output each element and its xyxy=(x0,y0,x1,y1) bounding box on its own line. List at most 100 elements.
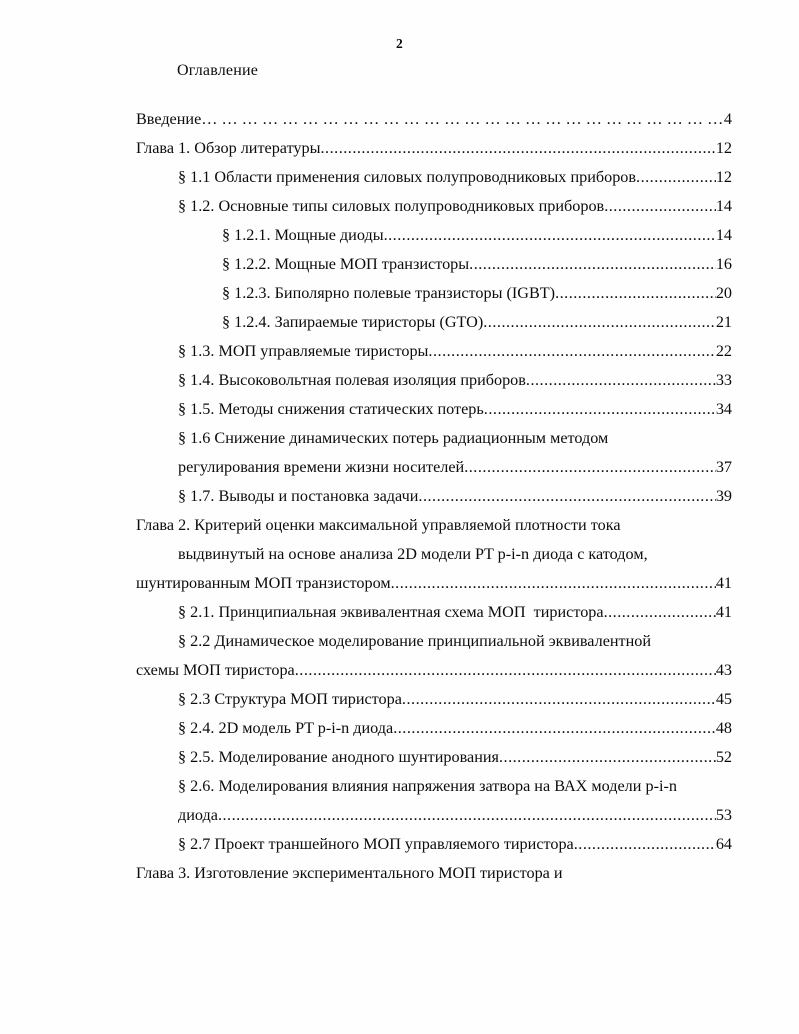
toc-entry-label: Глава 2. Критерий оценки максимальной уп… xyxy=(136,516,621,534)
toc-entry-label: § 1.4. Высоковольтная полевая изоляция п… xyxy=(178,371,526,389)
toc-dot-leader xyxy=(484,395,716,424)
toc-dot-leader xyxy=(499,743,716,772)
toc-entry-label: Введение xyxy=(136,110,202,128)
toc-page-number: 21 xyxy=(715,313,732,331)
toc-page-number: 14 xyxy=(715,197,732,215)
toc-page-number: 53 xyxy=(715,806,732,824)
toc-entry[interactable]: § 1.6 Снижение динамических потерь радиа… xyxy=(0,424,799,453)
toc-page-number: 14 xyxy=(715,226,732,244)
toc-entry-label: схемы МОП тиристора xyxy=(136,661,295,679)
toc-entry[interactable]: § 2.2 Динамическое моделирование принцип… xyxy=(0,627,799,656)
toc-dot-leader xyxy=(604,192,716,221)
toc-entry-label: диода xyxy=(178,806,218,824)
toc-page-number: 37 xyxy=(715,458,732,476)
toc-entry-label: § 1.2.4. Запираемые тиристоры (GTO) xyxy=(222,313,484,331)
toc-entry-label: § 2.1. Принципиальная эквивалентная схем… xyxy=(178,603,604,621)
toc-dot-leader xyxy=(574,830,716,859)
toc-entry-label: шунтированным МОП транзистором xyxy=(136,574,391,592)
toc-entry[interactable]: Глава 1. Обзор литературы 12 xyxy=(0,134,799,163)
toc-entry[interactable]: диода 53 xyxy=(0,801,799,830)
toc-entry-label: Глава 3. Изготовление экспериментального… xyxy=(136,864,563,882)
toc-dot-leader xyxy=(295,656,716,685)
toc-entry[interactable]: § 1.7. Выводы и постановка задачи 39 xyxy=(0,482,799,511)
toc-entry-label: § 2.2 Динамическое моделирование принцип… xyxy=(178,632,652,650)
toc-entry[interactable]: § 2.7 Проект траншейного МОП управляемог… xyxy=(0,830,799,859)
toc-dot-leader xyxy=(464,453,716,482)
toc-page-number: 22 xyxy=(715,342,732,360)
toc-entry-label: выдвинутый на основе анализа 2D модели P… xyxy=(178,545,648,563)
toc-dot-leader xyxy=(384,221,716,250)
toc-page-number: 43 xyxy=(715,661,732,679)
toc-entry-label: § 2.3 Структура МОП тиристора xyxy=(178,690,402,708)
toc-page-number: 52 xyxy=(715,748,732,766)
page-title: Оглавление xyxy=(177,62,259,79)
toc-entry[interactable]: § 1.2.3. Биполярно полевые транзисторы (… xyxy=(0,279,799,308)
toc-entry-label: § 1.3. МОП управляемые тиристоры xyxy=(178,342,429,360)
toc-entry[interactable]: § 1.1 Области применения силовых полупро… xyxy=(0,163,799,192)
toc-entry-label: § 2.5. Моделирование анодного шунтирован… xyxy=(178,748,499,766)
toc-entry-label: § 2.4. 2D модель PT p-i-n диода xyxy=(178,719,394,737)
toc-page-number: 64 xyxy=(715,835,732,853)
toc-entry[interactable]: Введение 4 xyxy=(0,105,799,134)
toc-dot-leader xyxy=(201,105,724,134)
toc-entry[interactable]: схемы МОП тиристора 43 xyxy=(0,656,799,685)
page-number-header: 2 xyxy=(396,36,403,51)
toc-entry-label: § 1.7. Выводы и постановка задачи xyxy=(178,487,419,505)
toc-entry[interactable]: § 1.4. Высоковольтная полевая изоляция п… xyxy=(0,366,799,395)
toc-dot-leader xyxy=(555,279,716,308)
toc-entry[interactable]: § 2.5. Моделирование анодного шунтирован… xyxy=(0,743,799,772)
toc-dot-leader xyxy=(321,134,716,163)
toc-entry-label: § 2.7 Проект траншейного МОП управляемог… xyxy=(178,835,574,853)
toc-entry[interactable]: регулирования времени жизни носителей 37 xyxy=(0,453,799,482)
toc-entry-label: § 1.2.2. Мощные МОП транзисторы xyxy=(222,255,470,273)
table-of-contents: Введение 4 Глава 1. Обзор литературы 12 § 1.… xyxy=(0,105,799,888)
toc-entry[interactable]: § 2.1. Принципиальная эквивалентная схем… xyxy=(0,598,799,627)
toc-entry[interactable]: выдвинутый на основе анализа 2D модели P… xyxy=(0,540,799,569)
toc-entry[interactable]: § 1.5. Методы снижения статических потер… xyxy=(0,395,799,424)
toc-page-number: 4 xyxy=(723,110,732,128)
toc-entry[interactable]: Глава 2. Критерий оценки максимальной уп… xyxy=(0,511,799,540)
toc-entry-label: Глава 1. Обзор литературы xyxy=(136,139,321,157)
toc-entry[interactable]: § 1.2. Основные типы силовых полупроводн… xyxy=(0,192,799,221)
toc-dot-leader xyxy=(483,308,716,337)
toc-entry-label: § 1.5. Методы снижения статических потер… xyxy=(178,400,484,418)
toc-entry[interactable]: § 1.3. МОП управляемые тиристоры 22 xyxy=(0,337,799,366)
toc-entry[interactable]: шунтированным МОП транзистором 41 xyxy=(0,569,799,598)
toc-dot-leader xyxy=(218,801,716,830)
toc-page-number: 20 xyxy=(715,284,732,302)
toc-entry-label: § 1.2.3. Биполярно полевые транзисторы (… xyxy=(222,284,556,302)
toc-dot-leader xyxy=(428,337,715,366)
toc-dot-leader xyxy=(402,685,716,714)
toc-dot-leader xyxy=(469,250,716,279)
toc-entry[interactable]: Глава 3. Изготовление экспериментального… xyxy=(0,859,799,888)
toc-entry-label: § 1.2. Основные типы силовых полупроводн… xyxy=(178,197,605,215)
toc-page-number: 41 xyxy=(715,603,732,621)
toc-dot-leader xyxy=(604,598,716,627)
toc-page-number: 48 xyxy=(715,719,732,737)
toc-entry-label: § 1.6 Снижение динамических потерь радиа… xyxy=(178,429,609,447)
toc-entry[interactable]: § 2.4. 2D модель PT p-i-n диода 48 xyxy=(0,714,799,743)
toc-page-number: 33 xyxy=(715,371,732,389)
toc-page-number: 12 xyxy=(715,168,732,186)
toc-entry[interactable]: § 1.2.2. Мощные МОП транзисторы 16 xyxy=(0,250,799,279)
toc-entry-label: § 1.2.1. Мощные диоды xyxy=(222,226,384,244)
toc-dot-leader xyxy=(636,163,716,192)
toc-dot-leader xyxy=(393,714,716,743)
toc-entry[interactable]: § 2.3 Структура МОП тиристора 45 xyxy=(0,685,799,714)
toc-entry[interactable]: § 2.6. Моделирования влияния напряжения … xyxy=(0,772,799,801)
toc-page-number: 39 xyxy=(715,487,732,505)
toc-entry-label: § 2.6. Моделирования влияния напряжения … xyxy=(178,777,677,795)
toc-entry-label: § 1.1 Области применения силовых полупро… xyxy=(178,168,637,186)
toc-page-number: 34 xyxy=(715,400,732,418)
toc-page-number: 41 xyxy=(715,574,732,592)
toc-dot-leader xyxy=(526,366,716,395)
toc-dot-leader xyxy=(418,482,715,511)
toc-dot-leader xyxy=(391,569,716,598)
toc-entry[interactable]: § 1.2.4. Запираемые тиристоры (GTO) 21 xyxy=(0,308,799,337)
toc-page-number: 16 xyxy=(715,255,732,273)
toc-page-number: 12 xyxy=(715,139,732,157)
toc-entry-label: регулирования времени жизни носителей xyxy=(178,458,465,476)
toc-page-number: 45 xyxy=(715,690,732,708)
toc-entry[interactable]: § 1.2.1. Мощные диоды 14 xyxy=(0,221,799,250)
